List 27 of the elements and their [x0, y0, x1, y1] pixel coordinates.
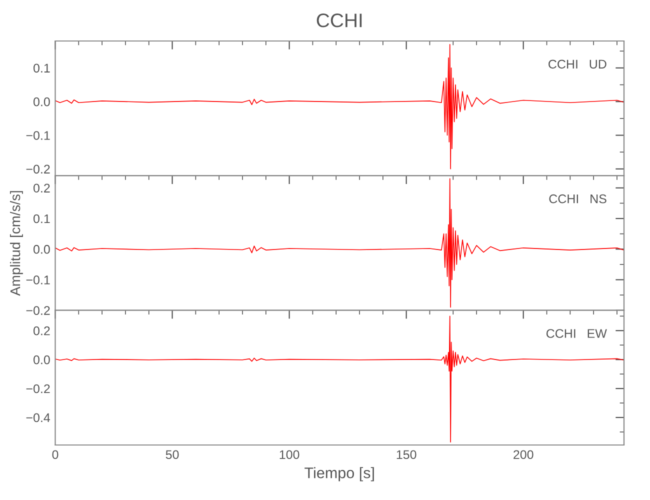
x-tick-label: 100 [280, 450, 300, 460]
y-tick-label: −0.1 [26, 276, 50, 284]
annotation: CCHI NS [549, 194, 606, 204]
annotation: CCHI EW [546, 329, 607, 338]
x-tick-label: 0 [52, 450, 58, 460]
y-tick-label: 0.0 [34, 355, 50, 364]
chart-title: CCHI [316, 14, 362, 28]
x-tick-label: 50 [166, 450, 179, 460]
x-tick-label: 150 [396, 450, 416, 460]
x-axis-title: Tiempo [s] [304, 467, 374, 482]
line-series [55, 178, 624, 308]
y-tick-label: −0.1 [26, 131, 50, 140]
y-tick-label: 0.1 [34, 64, 50, 73]
x-tick-label: 200 [514, 450, 534, 460]
y-tick-label: −0.2 [26, 306, 50, 315]
y-tick-label: −0.2 [26, 384, 50, 394]
line-series [55, 44, 624, 170]
y-tick-label: 0.0 [34, 244, 50, 254]
y-tick-label: 0.1 [34, 214, 50, 224]
y-tick-label: −0.2 [26, 164, 50, 174]
y-tick-label: 0.0 [34, 97, 50, 106]
y-tick-label: 0.2 [34, 326, 50, 336]
line-series [55, 316, 624, 443]
annotation: CCHI UD [548, 60, 606, 69]
y-tick-label: −0.4 [26, 413, 50, 422]
y-tick-label: 0.2 [34, 184, 50, 193]
y-axis-title: Amplitud [cm/s/s] [10, 191, 23, 296]
